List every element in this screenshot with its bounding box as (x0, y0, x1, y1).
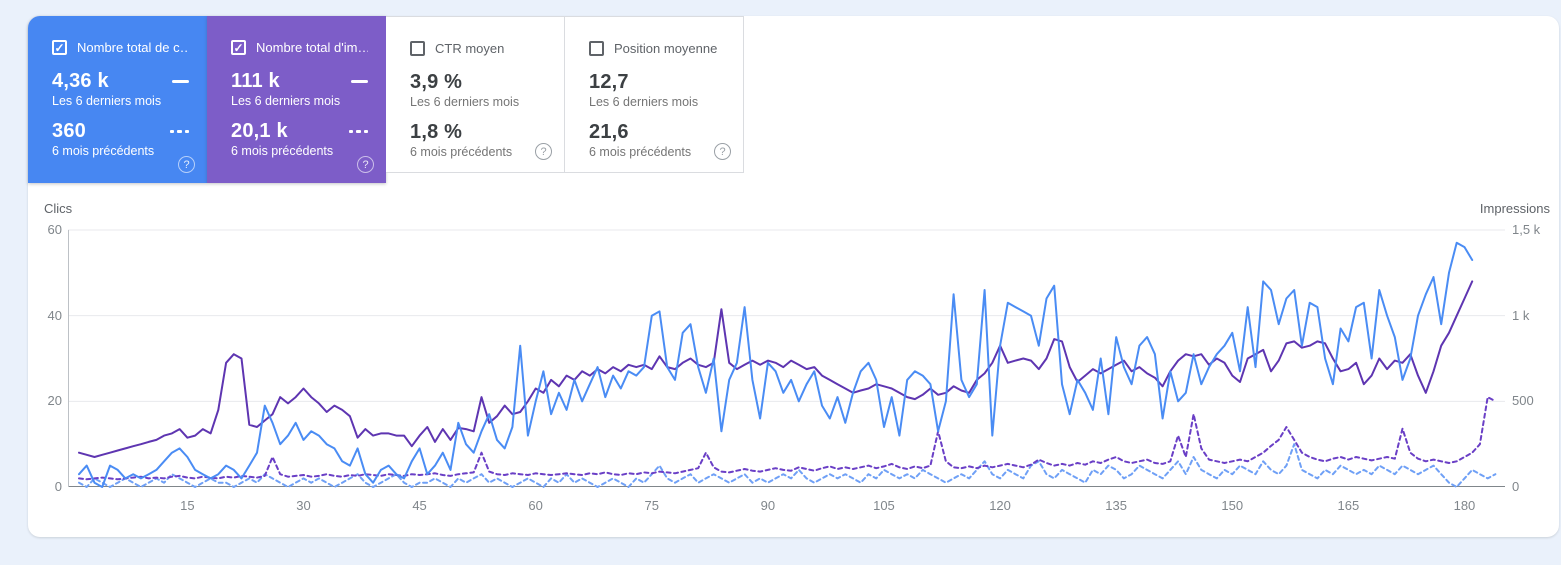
y-tick-left: 20 (47, 393, 62, 409)
card-label-current: Les 6 derniers mois (231, 94, 341, 108)
previous-value-row: 20,1 k (231, 120, 368, 143)
card-title: Position moyenne (614, 41, 718, 56)
card-check-row: Nombre total de c… (52, 40, 189, 55)
card-label-previous: 6 mois précédents (231, 144, 334, 158)
x-tick: 45 (412, 498, 427, 513)
solid-line-icon (351, 80, 368, 83)
card-value-current: 3,9 % (410, 71, 463, 93)
card-value-previous: 20,1 k (231, 120, 288, 142)
card-title: CTR moyen (435, 41, 505, 56)
x-tick: 15 (180, 498, 195, 513)
y-tick-left: 60 (47, 222, 62, 237)
help-icon[interactable]: ? (714, 143, 731, 160)
card-value-current: 4,36 k (52, 70, 109, 92)
card-check-row: Position moyenne (589, 41, 725, 56)
card-label-previous: 6 mois précédents (52, 144, 155, 158)
dashed-line-icon (348, 130, 368, 133)
checkbox-checked-icon[interactable] (231, 40, 246, 55)
help-icon[interactable]: ? (357, 156, 374, 173)
right-axis-title: Impressions (1479, 201, 1550, 216)
x-tick: 90 (760, 498, 776, 513)
y-tick-right: 0 (1512, 479, 1520, 494)
dashed-line-icon (169, 130, 189, 133)
current-value-row: 12,7 (589, 71, 725, 94)
x-tick: 60 (528, 498, 543, 513)
y-tick-left: 0 (54, 479, 62, 494)
x-tick: 150 (1221, 498, 1244, 513)
card-total-impressions[interactable]: Nombre total d'im… 111 k Les 6 derniers … (207, 16, 386, 183)
checkbox-unchecked-icon[interactable] (410, 41, 425, 56)
card-label-current: Les 6 derniers mois (52, 94, 162, 108)
x-tick: 180 (1453, 498, 1476, 513)
help-icon[interactable]: ? (178, 156, 195, 173)
x-tick: 105 (873, 498, 895, 513)
checkbox-unchecked-icon[interactable] (589, 41, 604, 56)
card-value-previous: 360 (52, 120, 86, 142)
metric-cards: Nombre total de c… 4,36 k Les 6 derniers… (28, 16, 744, 183)
card-value-previous: 21,6 (589, 121, 629, 143)
card-check-row: Nombre total d'im… (231, 40, 368, 55)
card-label-previous: 6 mois précédents (410, 145, 513, 159)
current-value-row: 111 k (231, 70, 368, 93)
card-value-previous: 1,8 % (410, 121, 463, 143)
card-title: Nombre total d'im… (256, 40, 368, 55)
previous-value-row: 21,6 (589, 121, 725, 144)
card-average-position[interactable]: Position moyenne 12,7 Les 6 derniers moi… (565, 16, 744, 173)
y-tick-left: 40 (47, 307, 62, 323)
current-value-row: 3,9 % (410, 71, 546, 94)
y-tick-right: 1,5 k (1512, 222, 1541, 237)
clicks-previous-line (78, 443, 1497, 488)
card-title: Nombre total de c… (77, 40, 189, 55)
current-value-row: 4,36 k (52, 70, 189, 93)
x-tick: 135 (1105, 498, 1127, 513)
impressions-previous-line (78, 396, 1497, 481)
card-total-clicks[interactable]: Nombre total de c… 4,36 k Les 6 derniers… (28, 16, 207, 183)
performance-panel: Nombre total de c… 4,36 k Les 6 derniers… (28, 16, 1559, 537)
previous-value-row: 360 (52, 120, 189, 143)
help-icon[interactable]: ? (535, 143, 552, 160)
card-label-current: Les 6 derniers mois (410, 95, 520, 109)
x-tick: 75 (644, 498, 659, 513)
card-value-current: 12,7 (589, 71, 629, 93)
plot-area[interactable] (68, 229, 1505, 488)
y-tick-right: 500 (1512, 393, 1534, 409)
card-average-ctr[interactable]: CTR moyen 3,9 % Les 6 derniers mois 1,8 … (386, 16, 565, 173)
solid-line-icon (172, 80, 189, 83)
previous-value-row: 1,8 % (410, 121, 546, 144)
checkbox-checked-icon[interactable] (52, 40, 67, 55)
chart-svg (68, 229, 1505, 488)
impressions-current-line (78, 280, 1474, 458)
clicks-current-line (78, 241, 1474, 488)
x-tick: 30 (296, 498, 311, 513)
left-axis-title: Clics (44, 201, 73, 216)
card-value-current: 111 k (231, 70, 280, 92)
card-label-current: Les 6 derniers mois (589, 95, 699, 109)
card-check-row: CTR moyen (410, 41, 546, 56)
x-tick: 165 (1337, 498, 1360, 513)
x-tick: 120 (989, 498, 1011, 513)
y-tick-right: 1 k (1512, 307, 1530, 323)
card-label-previous: 6 mois précédents (589, 145, 692, 159)
